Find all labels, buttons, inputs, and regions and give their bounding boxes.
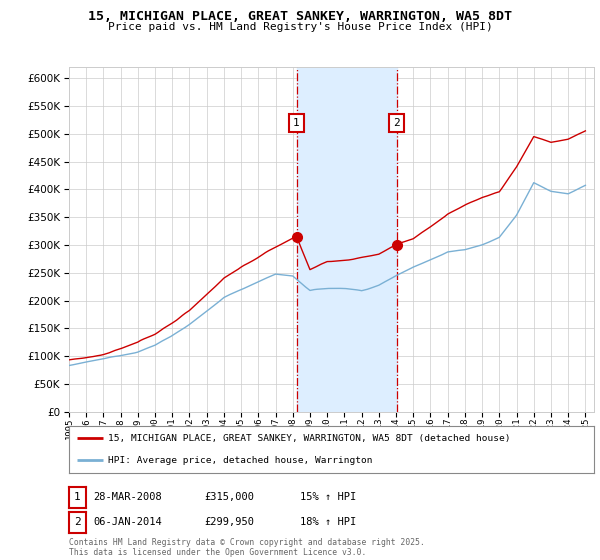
Text: £299,950: £299,950 [204, 517, 254, 528]
Text: 15, MICHIGAN PLACE, GREAT SANKEY, WARRINGTON, WA5 8DT: 15, MICHIGAN PLACE, GREAT SANKEY, WARRIN… [88, 10, 512, 23]
Text: 15% ↑ HPI: 15% ↑ HPI [300, 492, 356, 502]
Text: 2: 2 [393, 118, 400, 128]
Text: 06-JAN-2014: 06-JAN-2014 [93, 517, 162, 528]
Bar [296, 67, 397, 412]
Text: 28-MAR-2008: 28-MAR-2008 [93, 492, 162, 502]
Text: 1: 1 [74, 492, 81, 502]
Text: 1: 1 [293, 118, 300, 128]
Text: 18% ↑ HPI: 18% ↑ HPI [300, 517, 356, 528]
Text: 2: 2 [74, 517, 81, 528]
Text: Contains HM Land Registry data © Crown copyright and database right 2025.
This d: Contains HM Land Registry data © Crown c… [69, 538, 425, 557]
Text: 15, MICHIGAN PLACE, GREAT SANKEY, WARRINGTON, WA5 8DT (detached house): 15, MICHIGAN PLACE, GREAT SANKEY, WARRIN… [109, 434, 511, 443]
Text: £315,000: £315,000 [204, 492, 254, 502]
Text: HPI: Average price, detached house, Warrington: HPI: Average price, detached house, Warr… [109, 456, 373, 465]
Text: Price paid vs. HM Land Registry's House Price Index (HPI): Price paid vs. HM Land Registry's House … [107, 22, 493, 32]
